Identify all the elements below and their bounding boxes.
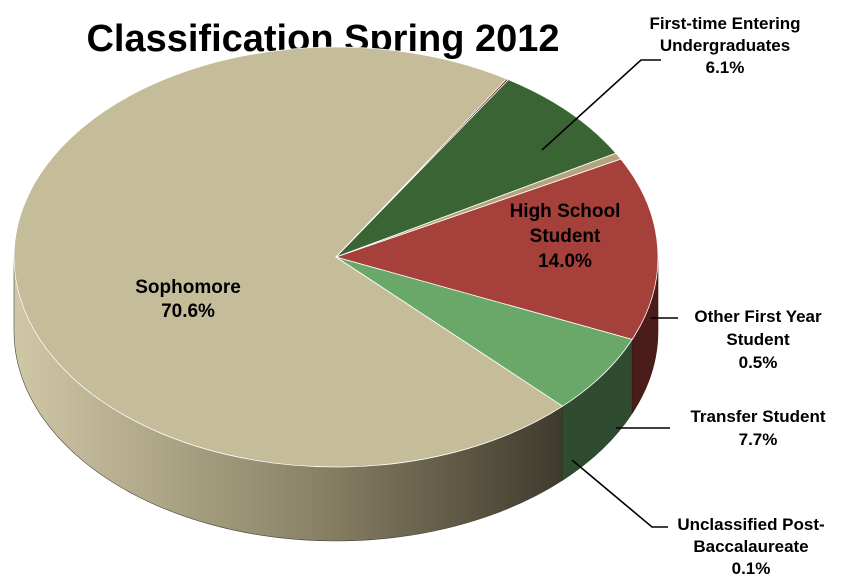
slice-label-3: High School Student 14.0% <box>510 201 621 272</box>
slice-label-5: Transfer Student 7.7% <box>690 407 825 449</box>
slice-label-6: Unclassified Post- Baccalaureate 0.1% <box>677 515 824 578</box>
slice-3 <box>334 158 659 340</box>
slice-name-line: Baccalaureate <box>693 537 808 556</box>
slice-name-line: Undergraduates <box>660 36 790 55</box>
leader-line-6 <box>571 459 668 528</box>
slice-label-1: Sophomore 70.6% <box>135 277 241 322</box>
slice-name-line: Other First Year <box>694 307 822 326</box>
pie-slices <box>13 46 659 468</box>
leader-line-2 <box>541 59 661 151</box>
slice-name-line: Unclassified Post- <box>677 515 824 534</box>
slice-value-label: 0.5% <box>739 353 778 372</box>
pie-side-walls <box>13 256 659 542</box>
slice-name-line: Sophomore <box>135 277 241 298</box>
slice-name-line: Student <box>530 226 601 247</box>
slice-value-label: 70.6% <box>161 301 215 322</box>
slice-labels: Sophomore 70.6% First-time Entering Undergr… <box>135 14 826 578</box>
slice-6 <box>335 78 510 258</box>
slice-label-4: Other First Year Student 0.5% <box>694 307 822 372</box>
slice-value-label: 7.7% <box>739 430 778 449</box>
slice-name-line: Student <box>726 330 790 349</box>
slice-5 <box>335 79 617 258</box>
slice-name-line: First-time Entering <box>649 14 800 33</box>
slice-name-line: High School <box>510 201 621 222</box>
leader-lines <box>541 59 678 528</box>
slice-2 <box>335 256 633 407</box>
slice-1 <box>13 46 564 468</box>
slice-value-label: 0.1% <box>732 559 771 578</box>
slice-value-label: 14.0% <box>538 251 592 272</box>
slice-label-2: First-time Entering Undergraduates 6.1% <box>649 14 800 77</box>
slice-name-line: Transfer Student <box>690 407 825 426</box>
slice-value-label: 6.1% <box>706 58 745 77</box>
